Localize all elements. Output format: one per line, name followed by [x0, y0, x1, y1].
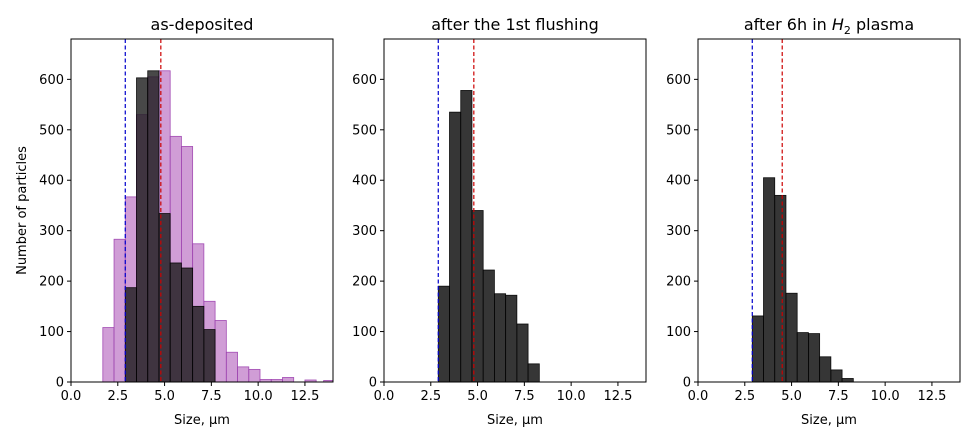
histogram-bar: [147, 70, 160, 382]
y-tick-label: 100: [39, 325, 64, 340]
y-tick-label: 500: [39, 123, 64, 138]
y-tick-label: 0: [683, 376, 691, 391]
histogram-bar: [449, 111, 462, 382]
y-tick-label: 100: [666, 325, 691, 340]
x-tick-label: 10.0: [244, 389, 273, 404]
histogram-bar: [774, 194, 787, 382]
x-tick-label: 5.0: [467, 389, 488, 404]
histogram-bar: [136, 77, 149, 382]
histogram-bar: [516, 323, 529, 382]
plot-area: [751, 39, 854, 382]
y-tick-label: 300: [352, 224, 377, 239]
y-axis-label: Number of particles: [15, 146, 30, 275]
panel-after-h2-plasma: 0.0 2.5 5.0 7.5 10.0 12.5 0 100 200 300 400 500 600 a…: [666, 15, 961, 428]
y-tick-label: 200: [666, 275, 691, 290]
histogram-bar: [214, 320, 227, 382]
y-tick-label: 600: [352, 73, 377, 88]
histogram-bar: [225, 351, 238, 382]
chart-title: after the 1st flushing: [431, 15, 599, 34]
histogram-bar: [763, 177, 776, 382]
chart-title: after 6h in H2 plasma: [744, 15, 914, 37]
histogram-bar: [460, 90, 473, 382]
x-tick-label: 10.0: [871, 389, 900, 404]
plot-area: [102, 39, 333, 382]
histogram-bar: [482, 269, 495, 382]
y-tick-label: 300: [666, 224, 691, 239]
x-tick-label: 2.5: [107, 389, 128, 404]
y-tick-label: 400: [666, 174, 691, 189]
y-tick-label: 0: [56, 376, 64, 391]
x-axis-label: Size, μm: [174, 413, 230, 428]
x-tick-label: 7.5: [201, 389, 222, 404]
axes-frame: [70, 38, 334, 383]
histogram-bar: [248, 368, 261, 382]
histogram-bar: [527, 363, 540, 382]
x-tick-label: 12.5: [290, 389, 319, 404]
x-tick-label: 5.0: [154, 389, 175, 404]
y-tick-label: 300: [39, 224, 64, 239]
x-tick-label: 2.5: [420, 389, 441, 404]
histogram-bar: [494, 293, 507, 382]
series-0: [437, 90, 540, 382]
y-tick-label: 200: [352, 275, 377, 290]
histogram-bar: [796, 332, 809, 382]
histogram-bar: [505, 294, 518, 382]
chart-title: as-deposited: [151, 15, 254, 34]
x-tick-label: 2.5: [734, 389, 755, 404]
x-tick-label: 0.0: [61, 389, 82, 404]
y-tick-label: 600: [666, 73, 691, 88]
histogram-bar: [808, 333, 821, 382]
series-0: [751, 177, 854, 382]
histogram-bar: [819, 356, 832, 382]
y-tick-label: 400: [39, 174, 64, 189]
histogram-bar: [169, 262, 182, 382]
x-tick-label: 0.0: [688, 389, 709, 404]
histogram-bar: [203, 329, 216, 382]
y-tick-label: 400: [352, 174, 377, 189]
histogram-bar: [282, 377, 295, 382]
histogram-bar: [113, 238, 126, 382]
y-tick-label: 100: [352, 325, 377, 340]
y-tick-label: 500: [666, 123, 691, 138]
x-axis-label: Size, μm: [801, 413, 857, 428]
histogram-bar: [841, 378, 854, 382]
histogram-bar: [785, 292, 798, 382]
histogram-bar: [437, 285, 450, 382]
histogram-bar: [192, 305, 205, 382]
x-tick-label: 12.5: [603, 389, 632, 404]
y-tick-label: 600: [39, 73, 64, 88]
y-tick-label: 200: [39, 275, 64, 290]
panel-after-first-flushing: 0.0 2.5 5.0 7.5 10.0 12.5 0 100 200 300 400 500 600 a…: [352, 15, 647, 428]
histogram-bar: [124, 287, 137, 382]
x-axis-label: Size, μm: [487, 413, 543, 428]
histogram-bar: [102, 327, 115, 382]
y-tick-label: 500: [352, 123, 377, 138]
plot-area: [437, 39, 540, 382]
panel-as-deposited: 0.0 2.5 5.0 7.5 10.0 12.5 0 100 200 300 400 500 600 a…: [15, 15, 334, 428]
x-tick-label: 0.0: [374, 389, 395, 404]
x-tick-label: 5.0: [781, 389, 802, 404]
axes-frame: [383, 38, 647, 383]
histogram-bar: [830, 369, 843, 382]
histogram-bar: [751, 315, 764, 382]
y-tick-label: 0: [369, 376, 377, 391]
histogram-bar: [237, 366, 250, 382]
x-tick-label: 7.5: [514, 389, 535, 404]
x-tick-label: 7.5: [828, 389, 849, 404]
x-tick-label: 10.0: [557, 389, 586, 404]
axes-frame: [697, 38, 961, 383]
histogram-bar: [181, 267, 194, 382]
histogram-bar: [304, 379, 317, 382]
x-tick-label: 12.5: [917, 389, 946, 404]
histogram-bar: [158, 213, 171, 382]
